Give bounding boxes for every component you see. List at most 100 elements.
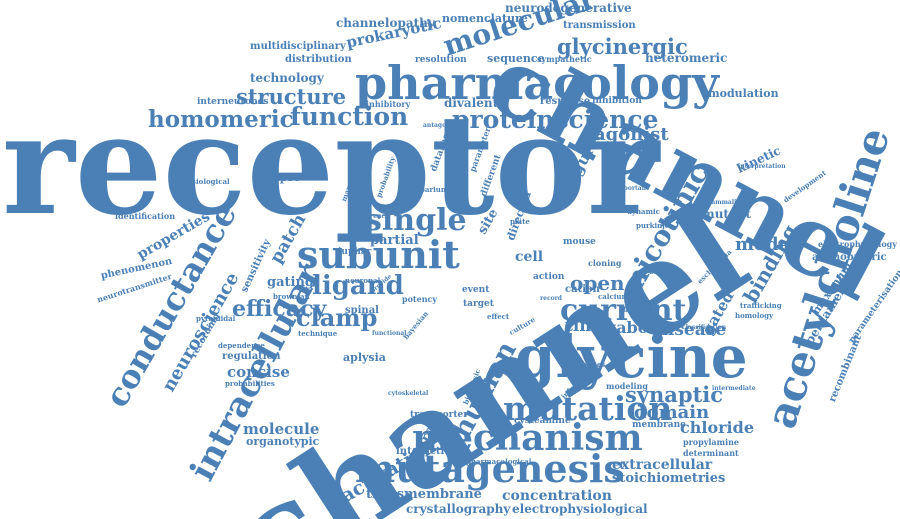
word-target: target <box>463 299 494 309</box>
word-homomeric: homomeric <box>148 106 294 133</box>
word-inhibition: inhibition <box>592 96 642 106</box>
word-mouse: mouse <box>563 237 596 247</box>
word-intermediate: intermediate <box>712 385 756 392</box>
word-membrane: membrane <box>632 420 686 430</box>
word-subunit: subunit <box>297 232 460 277</box>
word-time: time <box>565 316 609 336</box>
word-resolution: resolution <box>415 55 467 65</box>
word-determinant: determinant <box>683 448 739 458</box>
word-modeling: modeling <box>606 381 648 391</box>
word-brownian: brownian <box>273 292 310 301</box>
word-physiological: physiological <box>178 177 230 186</box>
word-record: record <box>540 295 562 302</box>
word-homology: homology <box>735 311 774 320</box>
word-classification: classification <box>682 324 727 331</box>
word-organotypic: organotypic <box>246 435 320 448</box>
word-pharmacological: pharmacological <box>466 457 532 466</box>
word-divalent: divalent <box>444 96 499 110</box>
word-molecule: molecule <box>243 420 320 438</box>
word-neurodegenerative: neurodegenerative <box>505 1 632 15</box>
word-transporter: transporter <box>410 410 469 420</box>
word-aplysia: aplysia <box>343 351 386 364</box>
word-model: model <box>735 234 797 255</box>
word-efficacy: efficacy <box>232 296 327 322</box>
word-mutagenesis: mutagenesis <box>355 446 625 491</box>
word-concise: concise <box>227 363 290 381</box>
word-agonist: agonist <box>594 124 669 145</box>
word-extracellular: extracellular <box>612 457 713 473</box>
word-response: response <box>540 96 591 107</box>
word-glycine: glycine <box>515 323 748 391</box>
word-heteromeric: heteromeric <box>645 51 728 65</box>
word-pharmacology: pharmacology <box>355 56 719 110</box>
word-dependence: dependence <box>218 341 265 350</box>
word-inference: inference <box>357 213 389 220</box>
word-interaction: interaction <box>396 446 459 457</box>
word-single: single <box>365 203 467 238</box>
word-available: available <box>624 307 654 314</box>
word-inhibitory: inhibitory <box>366 99 411 109</box>
word-pyramidal: pyramidal <box>196 314 236 323</box>
word-nomenclature: nomenclature <box>442 12 528 25</box>
word-neuronal: neuronal <box>345 276 381 285</box>
word-purkinje: purkinje <box>636 221 670 230</box>
word-cytoskeletal: cytoskeletal <box>388 390 429 397</box>
word-propylamine: propylamine <box>683 437 740 447</box>
word-partial: partial <box>370 233 419 248</box>
word-sequence: sequence <box>487 52 545 65</box>
word-modulation: modulation <box>708 87 779 100</box>
word-disease: disease <box>656 320 727 340</box>
word-dynamic: dynamic <box>627 207 660 216</box>
word-channelopathy: channelopathy <box>336 16 435 30</box>
word-cloning: cloning <box>588 258 622 268</box>
word-domain: domain <box>634 402 710 423</box>
word-electrophysiology: electrophysiology <box>818 239 897 249</box>
word-concentration: concentration <box>502 488 612 504</box>
word-aminobutyric: aminobutyric <box>812 252 887 263</box>
word-stoichiometries: stoichiometries <box>612 471 726 486</box>
word-open: open <box>570 271 625 295</box>
word-chloride: chloride <box>680 418 754 437</box>
word-proteinscience: proteinscience <box>452 105 659 134</box>
word-multidisciplinary: multidisciplinary <box>250 41 346 52</box>
word-calcium: calcium <box>598 292 629 301</box>
word-current: current <box>560 293 687 328</box>
word-event: event <box>462 285 490 295</box>
word-antagonist: antagonist <box>423 122 459 129</box>
word-action: action <box>533 272 565 282</box>
word-clamp: clamp <box>296 303 378 332</box>
word-cell: cell <box>515 249 544 265</box>
word-cation: cation <box>565 284 600 295</box>
word-transmembrane: transmembrane <box>366 487 482 502</box>
word-mutant: mutant <box>702 207 752 221</box>
word-sympathetic: sympathetic <box>537 54 592 64</box>
word-regulation: regulation <box>222 351 281 362</box>
word-ligand: ligand <box>312 271 404 301</box>
word-interpretation: interpretation <box>738 163 786 170</box>
word-structure: structure <box>236 84 347 109</box>
word-effect: effect <box>487 312 510 321</box>
word-synaptic: synaptic <box>625 382 724 407</box>
word-probabilities: probabilities <box>225 379 275 388</box>
word-technique: technique <box>298 329 338 338</box>
word-function: function <box>290 102 409 131</box>
word-mammalian: mammalian <box>705 199 745 206</box>
word-cysteamine: cysteamine <box>514 416 571 426</box>
word-iuphar: iuphar <box>338 247 372 257</box>
word-spinal: spinal <box>345 305 379 316</box>
word-barium: barium <box>420 185 449 194</box>
word-mutation: mutation <box>503 389 673 428</box>
word-startle: startle <box>642 264 683 277</box>
word-trafficking: trafficking <box>740 301 782 310</box>
word-gabon: gabon <box>605 318 661 337</box>
word-transmission: transmission <box>563 20 636 31</box>
word-electrophysiological: electrophysiological <box>512 502 648 516</box>
word-identification: identification <box>115 211 176 221</box>
word-technology: technology <box>250 71 324 85</box>
word-crystallography: crystallography <box>406 502 511 516</box>
word-gating: gating <box>267 275 314 290</box>
word-bayesian: bayesian <box>401 309 431 342</box>
word-functional: functional <box>372 330 407 337</box>
word-plate: plate <box>510 217 530 226</box>
